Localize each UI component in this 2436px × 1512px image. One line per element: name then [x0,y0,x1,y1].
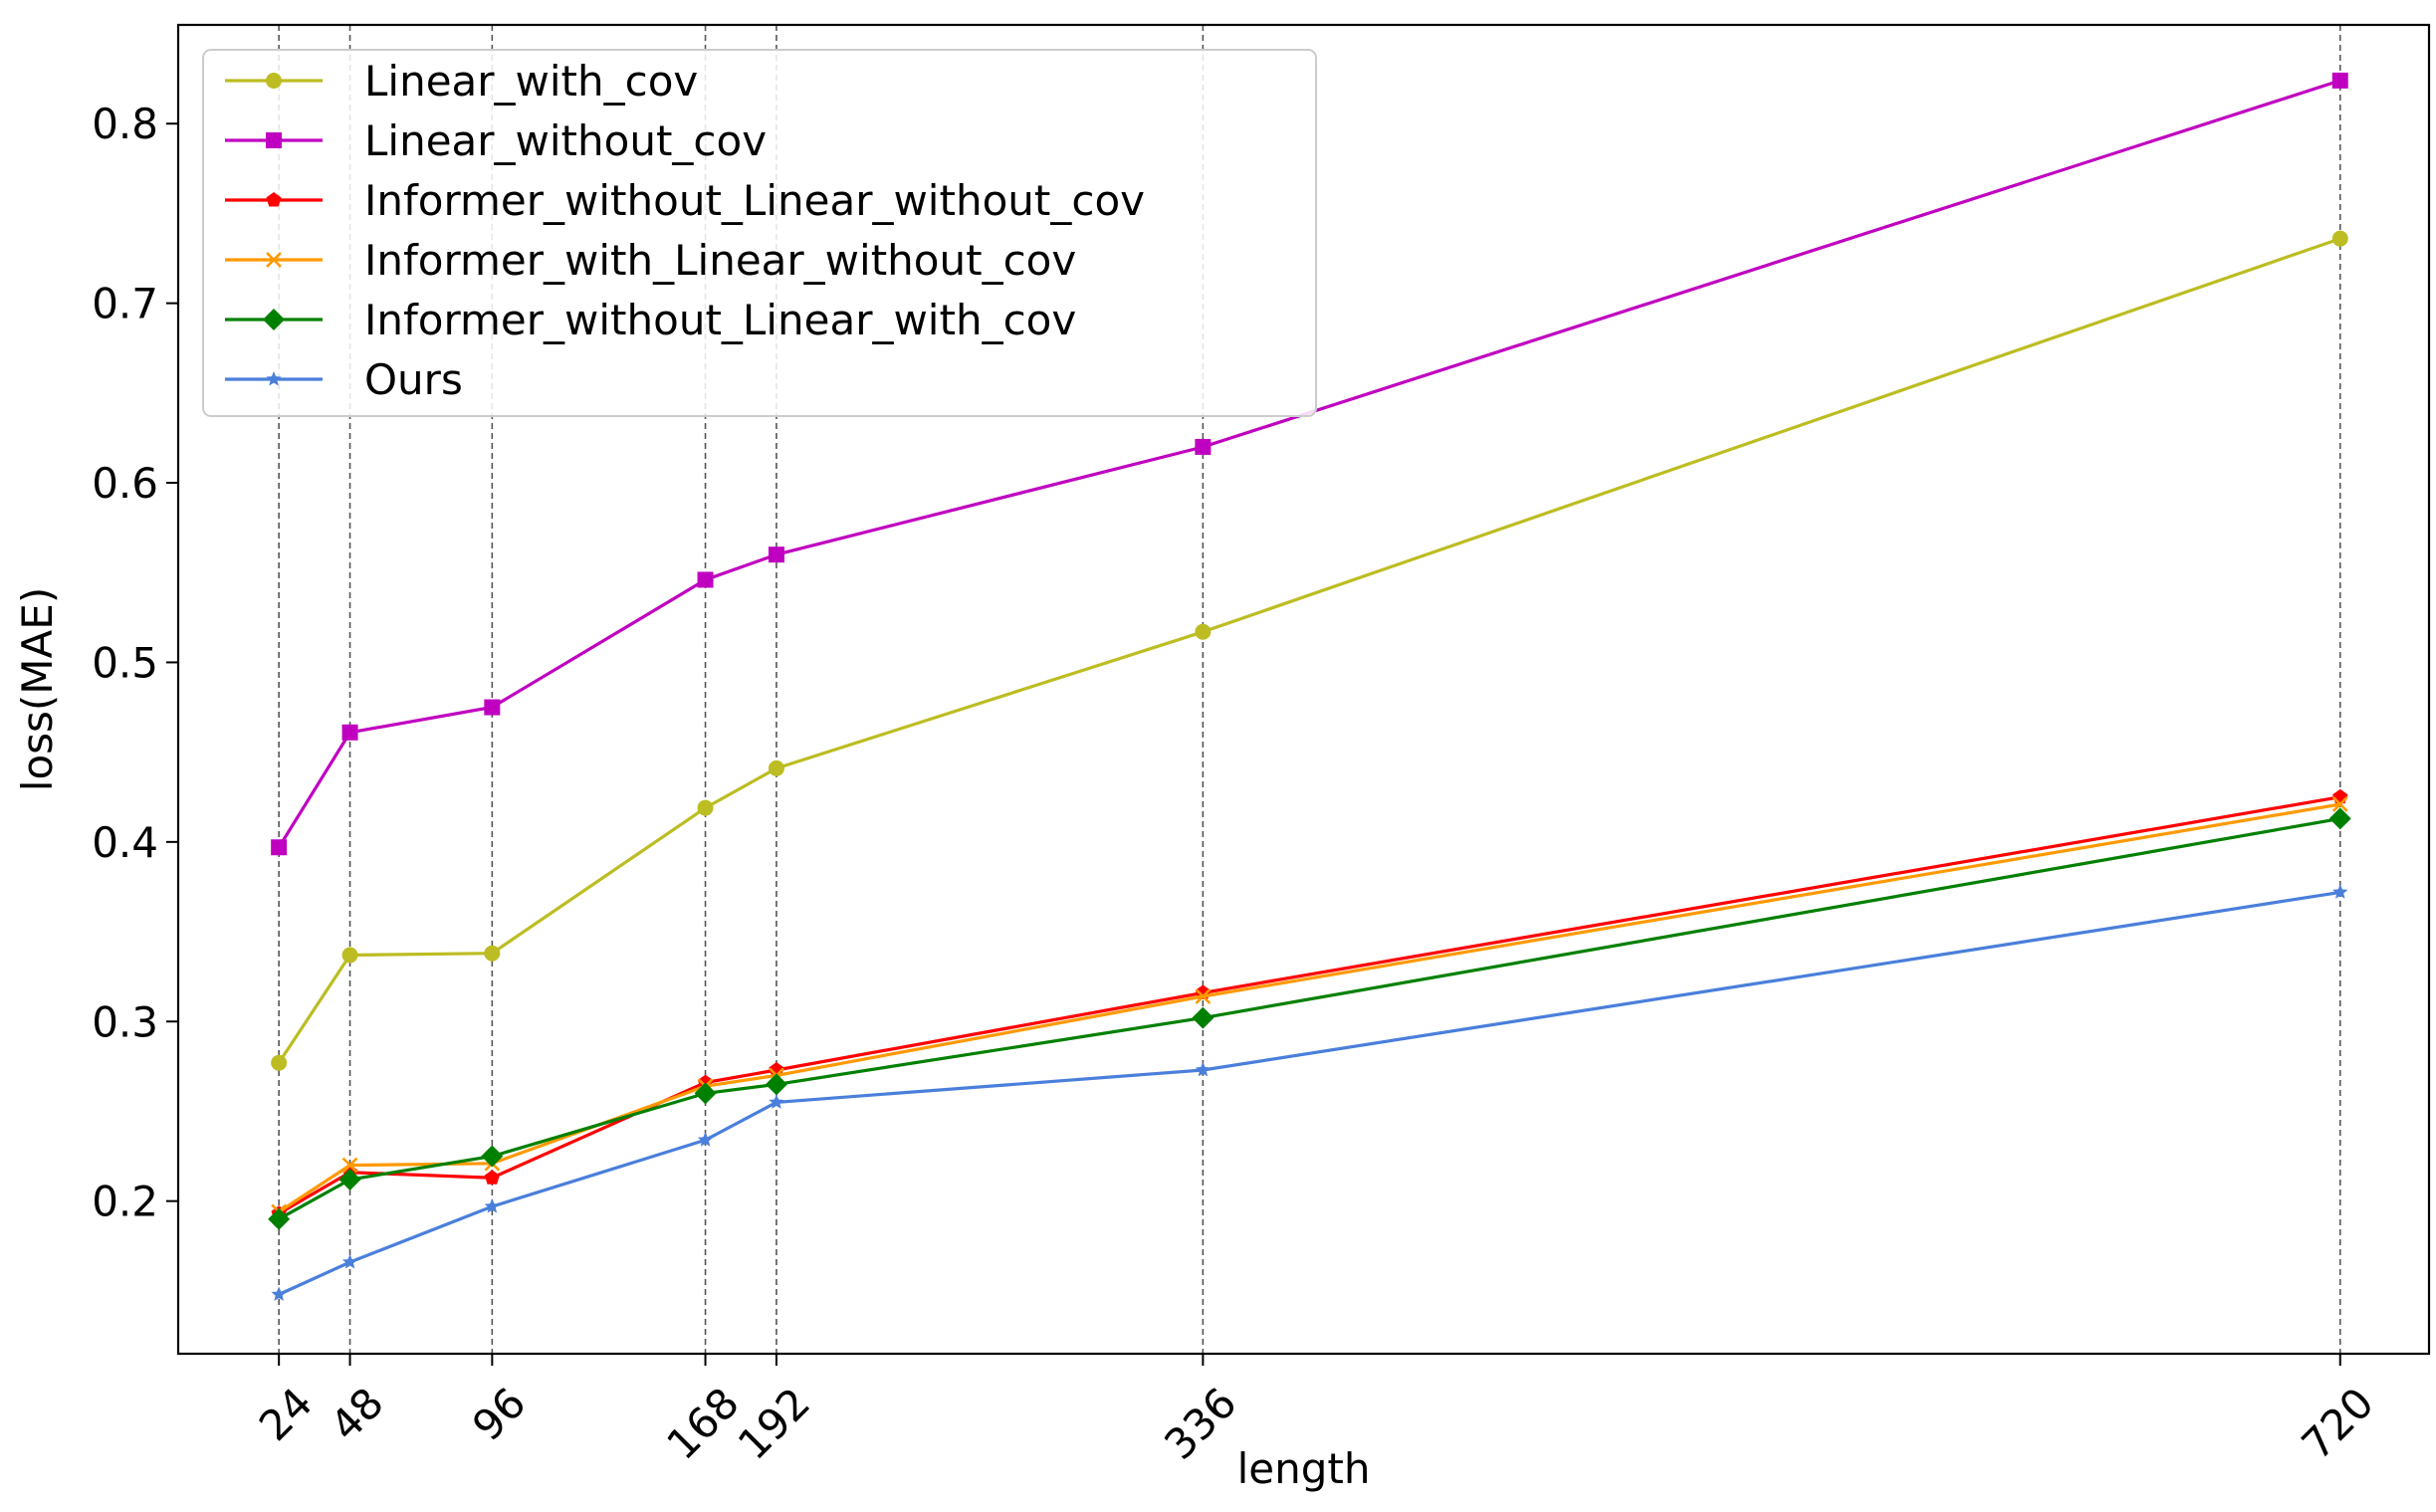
data-point [338,1169,361,1191]
legend-swatch-marker [266,73,282,89]
legend-swatch-marker [266,252,282,268]
series-layer [268,72,2351,1301]
data-point [1195,1062,1211,1077]
legend-swatch-marker [266,371,282,386]
y-tick-label: 0.3 [92,997,158,1046]
legend-entry: Linear_without_cov [225,116,767,165]
legend-entry: Informer_without_Linear_without_cov [225,176,1145,225]
data-point [481,1145,504,1168]
series [271,230,2348,1071]
legend-label: Informer_without_Linear_without_cov [364,176,1145,225]
data-point [768,759,784,776]
y-tick-label: 0.7 [92,280,158,328]
legend-entry: Informer_without_Linear_with_cov [225,296,1076,344]
data-point [341,947,358,964]
x-axis-label: length [1237,1444,1371,1493]
data-point [697,1132,714,1147]
legend-label: Informer_with_Linear_without_cov [364,236,1076,285]
data-point [484,945,501,962]
data-point [271,1286,287,1301]
data-point [2331,72,2348,89]
y-tick-label: 0.5 [92,638,158,687]
data-point [1195,988,1212,1004]
y-tick-label: 0.4 [92,818,158,867]
data-point [697,799,714,816]
data-point [341,724,358,741]
legend-label: Linear_with_cov [364,57,698,106]
legend-label: Informer_without_Linear_with_cov [364,296,1076,344]
data-point [268,1207,291,1230]
data-point [1195,623,1212,640]
data-point [769,1094,784,1109]
legend-swatch-marker [263,309,285,330]
data-point [697,571,714,588]
legend-swatch-marker [266,132,282,148]
legend-entry: Linear_with_cov [225,57,698,106]
legend-entry: Informer_with_Linear_without_cov [225,236,1076,285]
data-point [341,1157,358,1174]
y-tick-label: 0.2 [92,1178,158,1226]
data-point [271,1054,288,1071]
data-point [271,839,288,856]
data-point [1195,438,1212,455]
data-point [484,699,501,716]
legend-label: Linear_without_cov [364,116,767,165]
data-point [341,1254,358,1269]
y-tick-label: 0.6 [92,459,158,508]
data-point [694,1082,717,1105]
series [271,72,2348,856]
legend-swatch-marker [266,192,282,207]
series [268,807,2351,1230]
data-point [2332,884,2348,899]
data-point [765,1073,787,1096]
data-point [2331,796,2348,812]
data-point [484,1198,500,1213]
plot-frame [176,23,2431,1356]
data-point [768,546,784,563]
data-point [2331,230,2348,247]
legend-box [202,49,1317,417]
data-point [484,1170,500,1185]
y-tick-label: 0.8 [92,100,158,148]
legend-label: Ours [364,355,463,404]
legend-entry: Ours [225,355,463,404]
y-axis-label: loss(MAE) [13,587,62,791]
series [271,884,2348,1301]
legend: Linear_with_cov Linear_without_cov Informe… [202,49,1317,417]
data-point [2328,807,2351,830]
data-point [1192,1006,1215,1029]
